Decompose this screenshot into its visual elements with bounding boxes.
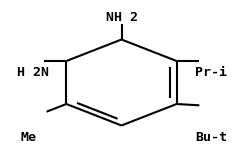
Text: Pr-i: Pr-i [195,66,227,79]
Text: Bu-t: Bu-t [195,131,227,144]
Text: NH 2: NH 2 [105,11,138,24]
Text: H 2N: H 2N [17,66,49,79]
Text: Me: Me [21,131,37,144]
